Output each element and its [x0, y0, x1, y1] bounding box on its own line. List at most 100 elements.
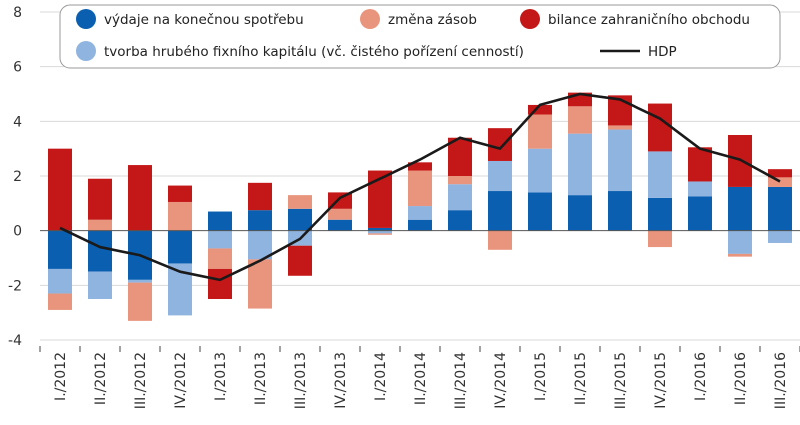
- bar-segment: [768, 186, 792, 231]
- bar-segment: [48, 230, 72, 269]
- x-tick-label: IV./2013: [333, 352, 349, 409]
- legend-label-consumption: výdaje na konečnou spotřebu: [104, 12, 304, 28]
- bar-segment: [528, 114, 552, 149]
- bar-segment: [88, 219, 112, 231]
- bar-segment: [568, 195, 592, 231]
- bar-segment: [208, 248, 232, 269]
- bar-segment: [208, 211, 232, 231]
- bar-segment: [248, 259, 272, 309]
- bar-segment: [728, 186, 752, 231]
- bar-segment: [168, 185, 192, 202]
- legend-item-gdp: HDP: [600, 44, 677, 60]
- bar-segment: [768, 169, 792, 178]
- bar-segment: [728, 230, 752, 254]
- y-tick-label: 4: [13, 114, 22, 130]
- bar-segment: [88, 230, 112, 272]
- bar-segment: [328, 208, 352, 220]
- y-tick-label: 2: [13, 169, 22, 185]
- legend-item-trade: bilance zahraničního obchodu: [520, 9, 750, 29]
- bar-segment: [768, 230, 792, 243]
- legend-item-consumption: výdaje na konečnou spotřebu: [76, 9, 304, 29]
- y-axis: -4 -2 0 2 4 6 8: [8, 5, 22, 349]
- bar-segment: [688, 196, 712, 231]
- bar-segment: [48, 268, 72, 294]
- x-tick-label: I./2016: [693, 352, 709, 401]
- bar-segment: [768, 177, 792, 187]
- x-tick-label: III./2013: [293, 352, 309, 409]
- bar-segment: [248, 210, 272, 231]
- bar-segment: [408, 170, 432, 207]
- hdp-line: [59, 92, 781, 282]
- bar-segment: [488, 191, 512, 231]
- bar-segment: [648, 230, 672, 248]
- bar-segment: [648, 151, 672, 198]
- bar-segment: [448, 137, 472, 176]
- x-axis: I./2012 II./2012 III./2012 IV./2012 I./2013 I…: [39, 346, 800, 409]
- bar-segment: [128, 282, 152, 321]
- bar-segment: [88, 178, 112, 220]
- bar-segment: [208, 268, 232, 299]
- x-tick-label: IV./2012: [173, 352, 189, 409]
- legend-label-trade: bilance zahraničního obchodu: [548, 12, 750, 28]
- y-tick-label: 0: [13, 224, 22, 240]
- bar-segment: [568, 133, 592, 196]
- bar-segment: [488, 230, 512, 250]
- x-tick-label: III./2014: [453, 352, 469, 409]
- bar-segment: [488, 128, 512, 161]
- legend: výdaje na konečnou spotřebu změna zásob …: [59, 4, 781, 69]
- bar-segment: [288, 208, 312, 231]
- bar-segment: [448, 210, 472, 231]
- bar-segment: [688, 181, 712, 197]
- bar-segment: [688, 147, 712, 182]
- legend-swatch-capital: [76, 41, 96, 61]
- y-tick-label: 8: [13, 5, 22, 21]
- bar-segment: [648, 103, 672, 152]
- x-tick-label: II./2012: [93, 352, 109, 405]
- bar-segment: [408, 162, 432, 171]
- x-tick-label: I./2012: [53, 352, 69, 401]
- y-tick-label: 6: [13, 60, 22, 76]
- x-tick-label: IV./2015: [653, 352, 669, 409]
- bar-segment: [248, 230, 272, 260]
- legend-swatch-consumption: [76, 9, 96, 29]
- y-tick-label: -2: [8, 278, 22, 294]
- bar-series: [48, 92, 792, 321]
- bar-segment: [128, 279, 152, 283]
- bar-segment: [368, 230, 392, 234]
- bar-segment: [608, 191, 632, 231]
- x-tick-label: I./2013: [213, 352, 229, 401]
- legend-swatch-trade: [520, 9, 540, 29]
- bar-segment: [368, 227, 392, 231]
- bar-segment: [448, 184, 472, 211]
- x-tick-label: II./2016: [733, 352, 749, 405]
- legend-item-capital: tvorba hrubého fixního kapitálu (vč. čis…: [76, 41, 524, 61]
- x-tick-label: III./2015: [613, 352, 629, 409]
- legend-swatch-inventory: [360, 9, 380, 29]
- bar-segment: [248, 182, 272, 211]
- bar-segment: [288, 245, 312, 276]
- bar-segment: [568, 106, 592, 134]
- legend-label-capital: tvorba hrubého fixního kapitálu (vč. čis…: [104, 44, 524, 60]
- bar-segment: [328, 219, 352, 231]
- bar-segment: [288, 195, 312, 209]
- hdp-line-series: [59, 92, 781, 282]
- x-tick-label: III./2016: [773, 352, 789, 409]
- bar-segment: [48, 148, 72, 231]
- bar-segment: [608, 125, 632, 130]
- y-tick-label: -4: [8, 333, 22, 349]
- x-tick-label: II./2013: [253, 352, 269, 405]
- bar-segment: [88, 271, 112, 299]
- bar-segment: [608, 129, 632, 192]
- bar-segment: [208, 230, 232, 249]
- bar-segment: [448, 176, 472, 185]
- bar-segment: [488, 160, 512, 192]
- bar-segment: [528, 104, 552, 115]
- bar-segment: [168, 201, 192, 231]
- bar-segment: [128, 165, 152, 231]
- x-tick-label: I./2014: [373, 352, 389, 401]
- x-tick-label: II./2014: [413, 352, 429, 405]
- x-tick-label: IV./2014: [493, 352, 509, 409]
- bar-segment: [408, 219, 432, 231]
- bar-segment: [728, 253, 752, 257]
